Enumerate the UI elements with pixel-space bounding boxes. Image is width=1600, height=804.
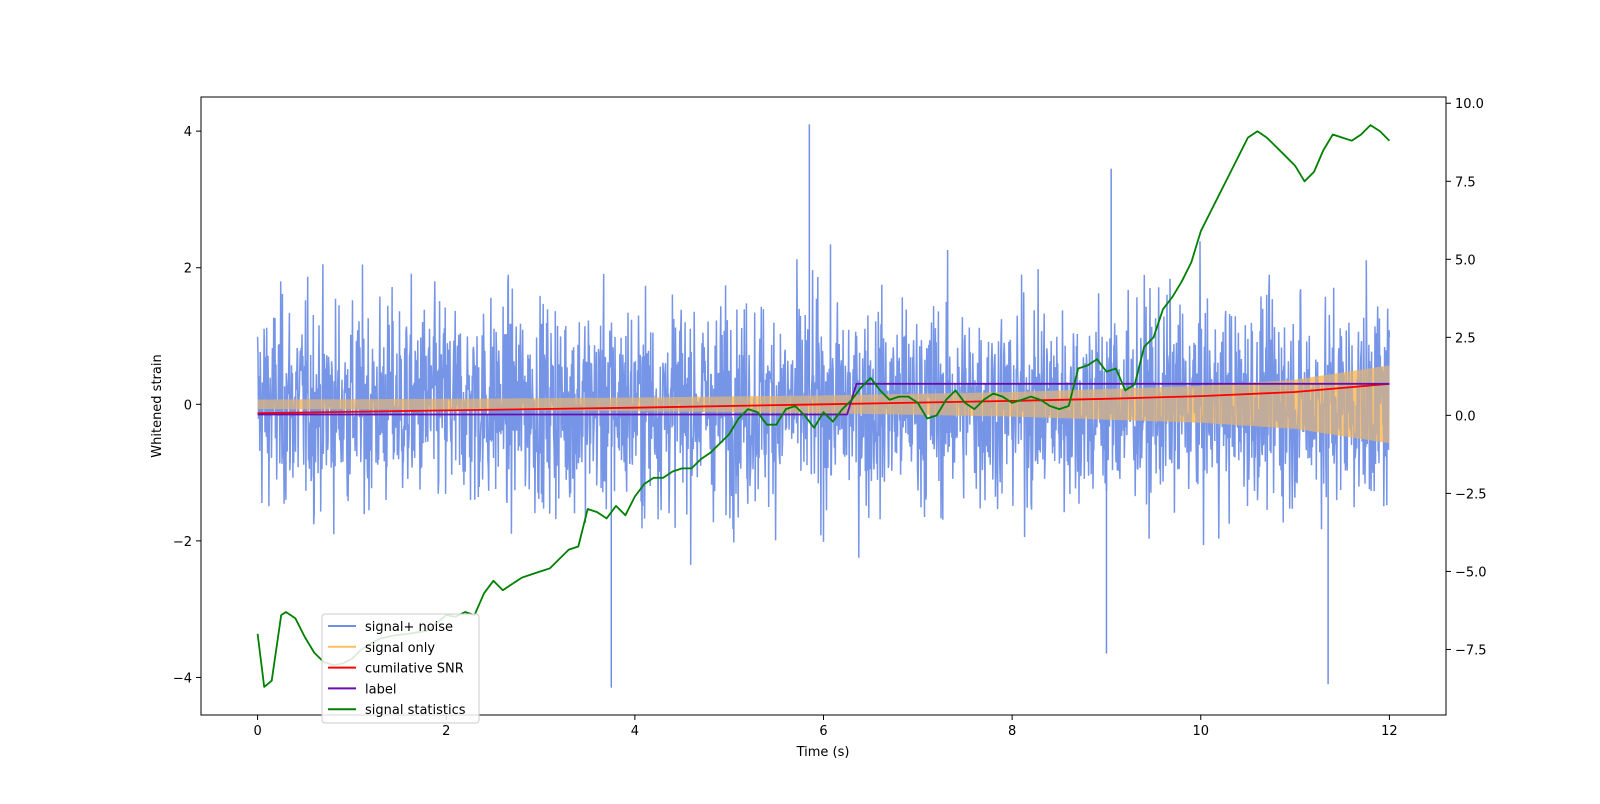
y-axis-label: Whitened strain xyxy=(150,354,165,457)
y2-tick-label: −7.5 xyxy=(1455,643,1487,658)
x-tick-label: 0 xyxy=(253,724,261,739)
y2-tick-label: 10.0 xyxy=(1455,97,1484,112)
x-tick-label: 12 xyxy=(1381,724,1398,739)
y2-tick-label: 7.5 xyxy=(1455,175,1476,190)
y2-tick-label: −5.0 xyxy=(1455,565,1487,580)
x-tick-label: 8 xyxy=(1008,724,1016,739)
y2-axis-ticks: −7.5 −5.0 −2.5 0.0 2.5 5.0 7.5 10.0 xyxy=(1446,97,1487,658)
y-tick-label: 4 xyxy=(184,125,192,140)
legend-label: signal statistics xyxy=(365,703,466,718)
cumilative-snr-line xyxy=(257,382,1390,415)
x-tick-label: 4 xyxy=(631,724,639,739)
x-axis-label: Time (s) xyxy=(796,745,850,760)
x-tick-label: 10 xyxy=(1192,724,1209,739)
y-axis-ticks: −4 −2 0 2 4 xyxy=(173,125,201,686)
legend-box xyxy=(321,613,480,724)
y2-tick-label: −2.5 xyxy=(1455,487,1487,502)
y2-tick-label: 2.5 xyxy=(1455,331,1476,346)
y-tick-label: −2 xyxy=(173,535,192,550)
y2-tick-label: 0.0 xyxy=(1455,409,1476,424)
legend: signal+ noise signal only cumilative SNR la… xyxy=(321,613,480,724)
x-tick-label: 6 xyxy=(819,724,827,739)
legend-label: signal+ noise xyxy=(365,620,453,635)
y-tick-label: 0 xyxy=(184,398,192,413)
y-tick-label: 2 xyxy=(184,262,192,277)
legend-label: cumilative SNR xyxy=(365,662,464,677)
x-tick-label: 2 xyxy=(442,724,450,739)
y-tick-label: −4 xyxy=(173,671,192,686)
y2-tick-label: 5.0 xyxy=(1455,253,1476,268)
legend-label: label xyxy=(365,682,396,697)
legend-label: signal only xyxy=(365,641,435,656)
